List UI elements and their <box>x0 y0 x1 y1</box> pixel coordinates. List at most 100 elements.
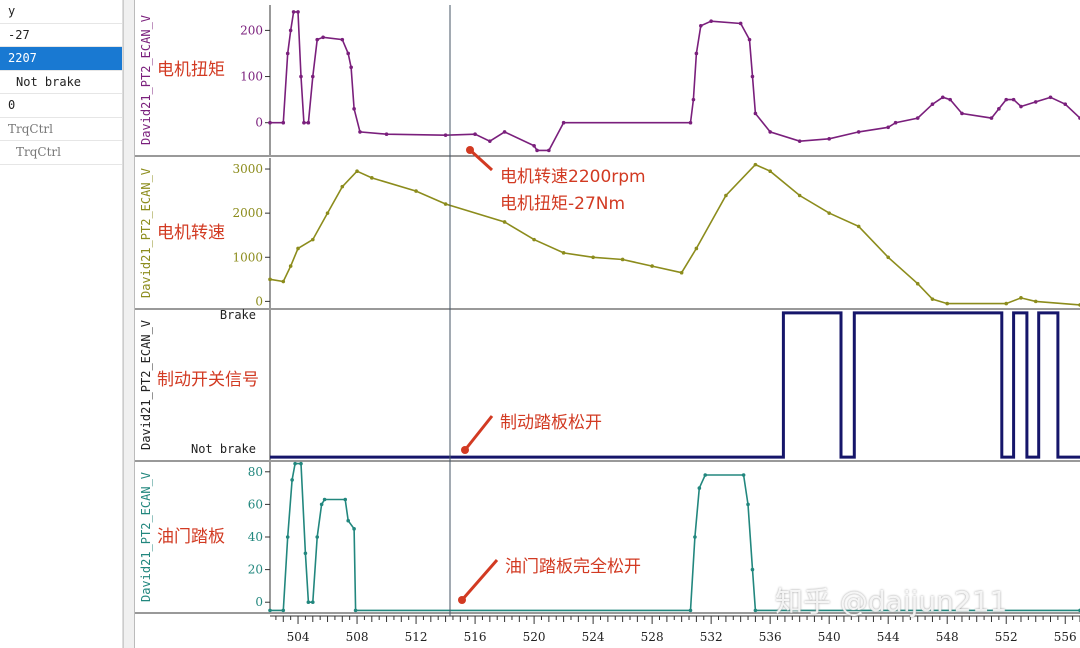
data-point <box>948 97 952 102</box>
data-point <box>290 478 294 482</box>
data-point <box>893 120 898 125</box>
data-point <box>753 162 758 167</box>
data-point <box>886 125 890 130</box>
data-point <box>322 497 327 502</box>
callout-arrow <box>468 148 494 172</box>
data-point <box>281 279 286 284</box>
splitter-handle[interactable] <box>123 0 135 648</box>
data-point <box>915 281 920 286</box>
data-point <box>285 535 290 539</box>
value-row[interactable]: TrqCtrl <box>0 141 122 165</box>
data-point <box>340 184 345 189</box>
data-point <box>997 107 1001 111</box>
data-point <box>753 608 758 613</box>
arrow-head-icon <box>458 596 466 604</box>
data-point <box>1019 104 1023 109</box>
data-point <box>268 120 272 125</box>
x-tick-label: 528 <box>641 630 664 644</box>
data-point <box>930 297 935 301</box>
callout-arrow <box>463 415 494 451</box>
x-tick-label: 532 <box>700 630 723 644</box>
value-row[interactable]: 0 <box>0 94 122 118</box>
data-point <box>288 264 293 268</box>
x-tick-label: 556 <box>1054 630 1077 644</box>
data-point <box>960 111 964 116</box>
data-point <box>561 120 566 125</box>
data-point <box>827 137 831 141</box>
y-axis-label: David21_PT2_ECAN_V <box>139 15 153 145</box>
data-point <box>303 551 308 556</box>
data-point <box>768 169 772 174</box>
data-point <box>306 600 311 605</box>
data-point <box>349 65 353 70</box>
data-point <box>750 74 755 79</box>
data-point <box>315 37 320 42</box>
data-point <box>488 139 492 143</box>
data-point <box>945 301 950 306</box>
data-point <box>281 608 286 613</box>
y-axis-label: David21_PT2_ECAN_V <box>139 472 153 602</box>
series-line <box>269 163 1080 306</box>
x-tick-label: 548 <box>936 630 959 644</box>
data-point <box>827 211 831 215</box>
data-point <box>703 473 708 477</box>
data-point <box>281 120 286 125</box>
data-point <box>1011 97 1016 102</box>
value-row[interactable]: TrqCtrl <box>0 118 122 141</box>
data-point <box>532 143 536 148</box>
data-point <box>346 51 350 56</box>
y-tick-label: 0 <box>255 116 263 130</box>
data-point <box>724 193 728 198</box>
data-point <box>1019 296 1023 300</box>
data-point <box>989 116 994 120</box>
value-row[interactable]: -27 <box>0 24 122 47</box>
data-point <box>750 567 755 572</box>
data-point <box>1033 299 1038 304</box>
value-row[interactable]: 2207 <box>0 47 122 71</box>
data-point <box>709 19 713 23</box>
y-tick-label: 2000 <box>232 206 263 220</box>
x-tick-label: 536 <box>759 630 782 644</box>
x-tick-label: 508 <box>346 630 369 644</box>
value-row[interactable]: Not brake <box>0 71 122 94</box>
callout-text: 电机转速2200rpm <box>500 167 646 187</box>
data-point <box>285 51 290 56</box>
y-axis-label: David21_PT2_ECAN_V <box>139 320 153 450</box>
data-point <box>688 120 693 125</box>
data-point <box>940 95 945 100</box>
data-point <box>321 35 325 40</box>
data-point <box>268 277 272 282</box>
value-row[interactable]: y <box>0 0 122 24</box>
data-point <box>930 102 935 107</box>
panel-annotation: 电机扭矩 <box>157 60 225 80</box>
data-point <box>358 130 362 134</box>
data-point <box>352 527 356 531</box>
data-point <box>768 130 772 134</box>
panel-annotation: 制动开关信号 <box>157 370 259 390</box>
data-point <box>753 111 758 116</box>
x-tick-label: 512 <box>405 630 428 644</box>
data-point <box>738 21 743 26</box>
data-point <box>352 107 356 111</box>
data-point <box>694 51 699 56</box>
data-point <box>1063 102 1068 107</box>
data-point <box>688 608 693 613</box>
x-tick-label: 516 <box>464 630 487 644</box>
data-point <box>746 502 750 507</box>
y-tick-label: 20 <box>248 563 263 577</box>
panel-annotation: 油门踏板 <box>157 527 225 547</box>
data-point <box>384 132 389 137</box>
data-point <box>268 608 272 613</box>
data-point <box>443 133 448 137</box>
data-point <box>915 116 920 120</box>
data-point <box>547 148 551 153</box>
callout-arrow <box>460 559 499 601</box>
y-tick-label: 1000 <box>232 250 263 264</box>
data-point <box>886 255 890 260</box>
y-tick-label: Brake <box>220 308 256 322</box>
data-point <box>346 518 350 523</box>
data-point <box>315 535 320 539</box>
x-tick-label: 552 <box>995 630 1018 644</box>
data-point <box>296 10 300 14</box>
data-point <box>797 139 802 143</box>
